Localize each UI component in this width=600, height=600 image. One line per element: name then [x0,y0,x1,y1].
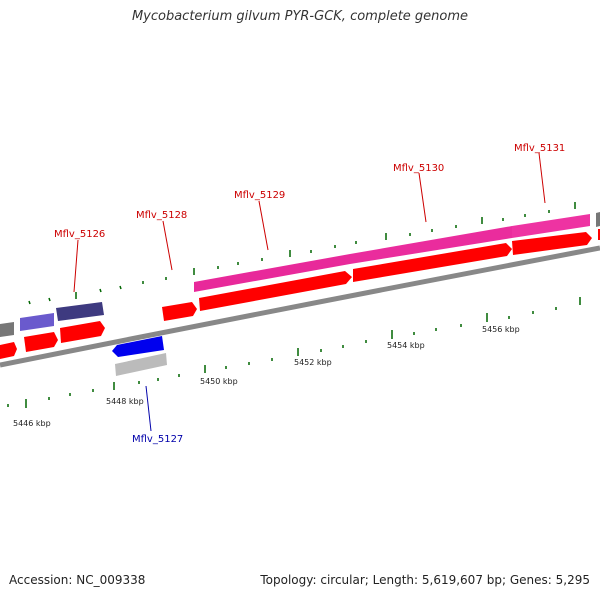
gene-leaders [73,152,546,432]
forward-cds-track [0,229,600,359]
gene-labels: Mflv_5126 Mflv_5127 Mflv_5128 Mflv_5129 … [54,143,565,445]
cds-arrow [162,302,197,321]
map-title: Mycobacterium gilvum PYR-GCK, complete g… [131,9,469,24]
scale-label: 5448 kbp [106,397,144,406]
accession-text: Accession: NC_009338 [9,573,146,587]
reverse-feature-track [112,336,167,376]
reverse-cds-arrow [112,336,164,357]
scale-label: 5446 kbp [13,419,51,428]
grey-feature-left [0,322,14,337]
scale-label: 5456 kbp [482,325,520,334]
dark-purple-feature [56,302,104,321]
pink-feature-2 [350,226,512,264]
scale-label: 5450 kbp [200,377,238,386]
cds-arrow [60,321,105,343]
cds-arrow [0,342,17,359]
gene-label-mflv-5131: Mflv_5131 [514,143,565,154]
gene-label-mflv-5130: Mflv_5130 [393,163,444,174]
genome-backbone [0,245,600,368]
outer-feature-track [0,212,600,337]
grey-feature [115,353,167,376]
purple-feature [20,313,54,331]
scale-ticks [7,297,581,408]
cds-arrow [353,243,512,282]
gene-label-mflv-5128: Mflv_5128 [136,210,187,221]
outer-ticks [28,202,576,305]
genome-summary-text: Topology: circular; Length: 5,619,607 bp… [260,573,590,587]
cds-arrow [24,332,58,352]
grey-feature-right [596,212,600,227]
gene-label-mflv-5129: Mflv_5129 [234,190,285,201]
scale-label: 5452 kbp [294,358,332,367]
cds-arrow [512,232,592,255]
gene-label-mflv-5127: Mflv_5127 [132,434,183,445]
gene-label-mflv-5126: Mflv_5126 [54,229,105,240]
cds-arrow [199,271,352,311]
pink-feature-1 [194,254,350,292]
scale-label: 5454 kbp [387,341,425,350]
scale-labels: 5446 kbp 5448 kbp 5450 kbp 5452 kbp 5454… [13,325,520,428]
pink-feature-3 [512,214,590,238]
